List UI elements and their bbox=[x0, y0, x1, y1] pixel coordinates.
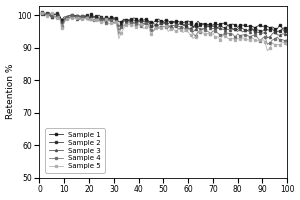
Sample 2 bbox=[169, 21, 172, 23]
Sample 1 bbox=[167, 20, 170, 22]
Sample 4 bbox=[189, 29, 192, 32]
Sample 5 bbox=[167, 30, 170, 33]
Sample 1 bbox=[275, 28, 279, 30]
Sample 5 bbox=[186, 31, 190, 33]
Sample 2 bbox=[90, 16, 93, 18]
Sample 3 bbox=[266, 36, 269, 39]
Sample 5 bbox=[40, 12, 44, 14]
Sample 1 bbox=[285, 27, 289, 29]
Sample 1 bbox=[273, 27, 277, 30]
Sample 3 bbox=[285, 33, 289, 36]
Line: Sample 4: Sample 4 bbox=[41, 12, 288, 45]
Sample 2 bbox=[268, 29, 272, 31]
Sample 2 bbox=[285, 28, 289, 31]
Sample 5 bbox=[97, 20, 101, 22]
Sample 2 bbox=[273, 31, 277, 33]
Sample 2 bbox=[100, 18, 103, 20]
Sample 3 bbox=[186, 28, 190, 30]
Sample 3 bbox=[268, 36, 272, 38]
Sample 5 bbox=[266, 50, 269, 52]
Sample 4 bbox=[90, 18, 93, 21]
Sample 3 bbox=[275, 34, 279, 36]
Sample 3 bbox=[87, 18, 91, 20]
Sample 4 bbox=[285, 39, 289, 41]
Legend: Sample 1, Sample 2, Sample 3, Sample 4, Sample 5: Sample 1, Sample 2, Sample 3, Sample 4, … bbox=[45, 128, 105, 173]
Sample 2 bbox=[189, 23, 192, 25]
Sample 5 bbox=[87, 20, 91, 22]
Line: Sample 3: Sample 3 bbox=[41, 11, 288, 39]
Sample 4 bbox=[271, 39, 274, 41]
Sample 1 bbox=[186, 20, 190, 22]
Sample 4 bbox=[266, 43, 269, 45]
Sample 5 bbox=[268, 47, 272, 49]
Sample 1 bbox=[97, 14, 101, 16]
Line: Sample 5: Sample 5 bbox=[41, 12, 288, 52]
Sample 3 bbox=[40, 11, 44, 13]
Sample 4 bbox=[100, 19, 103, 22]
Sample 5 bbox=[275, 43, 279, 46]
Sample 1 bbox=[266, 25, 269, 28]
Sample 4 bbox=[278, 39, 282, 41]
Sample 4 bbox=[40, 12, 44, 14]
Sample 5 bbox=[285, 45, 289, 47]
Sample 4 bbox=[43, 12, 46, 14]
Sample 1 bbox=[40, 11, 44, 14]
Y-axis label: Retention %: Retention % bbox=[6, 64, 15, 119]
Sample 1 bbox=[87, 17, 91, 19]
Sample 3 bbox=[167, 26, 170, 29]
Line: Sample 1: Sample 1 bbox=[41, 11, 288, 30]
Line: Sample 2: Sample 2 bbox=[41, 12, 288, 33]
Sample 2 bbox=[278, 30, 282, 32]
Sample 2 bbox=[40, 12, 44, 15]
Sample 3 bbox=[97, 20, 101, 22]
Sample 2 bbox=[45, 12, 49, 14]
Sample 4 bbox=[169, 27, 172, 29]
